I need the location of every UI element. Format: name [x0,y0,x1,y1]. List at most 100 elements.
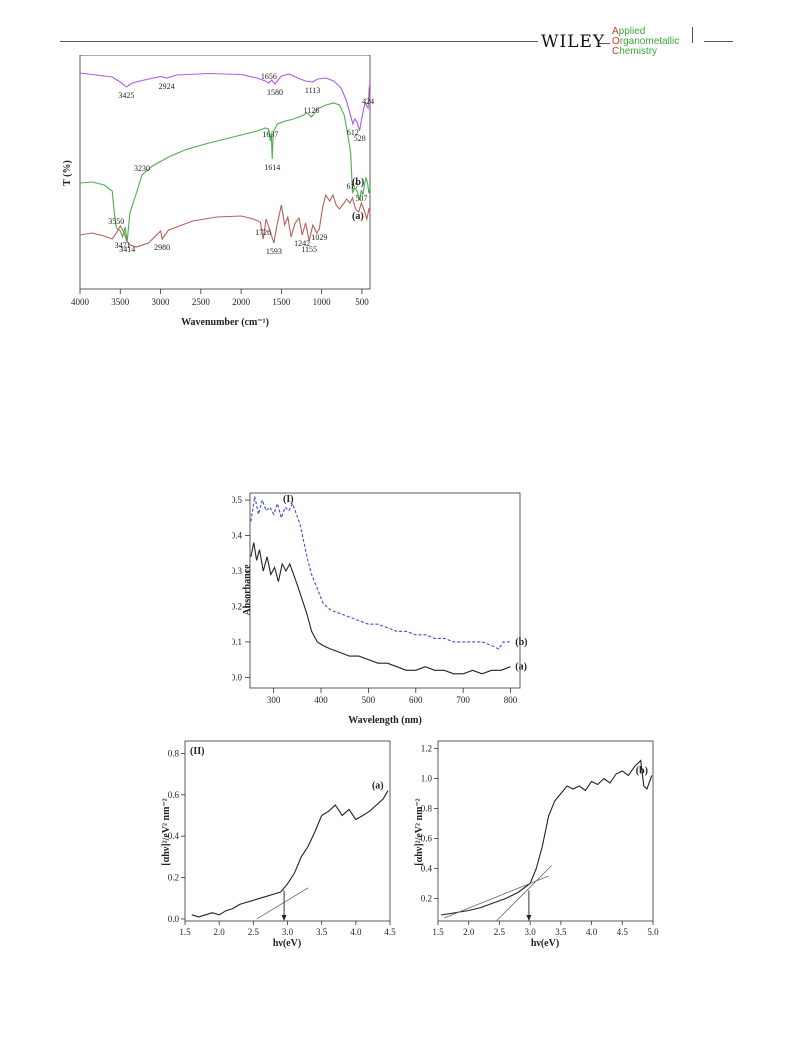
tauc-a-axis-ticks: 1.5 2.0 2.5 3.0 3.5 4.0 4.5 0.0 0.2 0.4 0.6 0.8 [168,748,396,937]
ftir-x-tick-label: 3500 [111,297,129,307]
ftir-x-tick-label: 1500 [272,297,291,307]
uv-x-axis-label: Wavelength (nm) [348,715,422,726]
uv-series-name: (a) [515,662,527,673]
journal-logo: Applied Organometallic Chemistry [612,27,679,57]
ftir-x-axis-label: Wavenumber (cm⁻¹) [181,317,269,328]
uv-absorbance-chart: (I) 300 400 500 600 700 800 0.0 0.1 0.2 0.3 0.4 0.5… [232,492,527,726]
ftir-peak-label: 1580 [267,88,283,97]
journal-logo-line-1: Applied [612,26,646,37]
tauc-y-tick-label: 0.6 [168,790,180,800]
ftir-series-name: (c) [352,55,363,56]
ftir-peak-label: 1726 [255,228,271,237]
uv-plot-frame [249,492,521,689]
tauc-x-tick-label: 2.0 [463,927,475,937]
tauc-y-tick-label: 0.8 [421,804,433,814]
tauc-b-x-axis-label: hν(eV) [531,938,559,949]
tauc-y-tick-label: 0.4 [168,831,180,841]
ftir-peak-label: 1593 [266,247,282,256]
tauc-a-x-axis-label: hν(eV) [273,938,301,949]
ftir-peak-label: 3414 [119,245,135,254]
ftir-x-tick-label: 2500 [192,297,211,307]
tauc-x-tick-label: 2.5 [494,927,506,937]
tauc-y-tick-label: 0.2 [421,894,432,904]
uv-series-line [250,542,511,675]
ftir-peak-label: 1614 [264,163,280,172]
tauc-x-tick-label: 2.5 [248,927,260,937]
ftir-peak-label: 1656 [261,72,277,81]
header-rule [60,41,538,42]
uv-y-tick-label: 0.2 [232,601,242,611]
ftir-series-line [79,72,371,132]
tauc-a-plot-frame [184,740,391,922]
tauc-x-tick-label: 2.0 [214,927,226,937]
tauc-x-tick-label: 1.5 [432,927,444,937]
tauc-x-tick-label: 5.0 [647,927,659,937]
header-rule-right [704,41,733,42]
ftir-peak-label: 3550 [108,217,124,226]
tauc-x-tick-label: 4.5 [617,927,629,937]
tauc-x-tick-label: 3.5 [316,927,328,937]
ftir-plot-frame [79,55,371,290]
uv-y-axis-label: Absorbance [242,564,253,616]
tauc-y-tick-label: 1.2 [421,744,432,754]
tauc-y-tick-label: 0.2 [168,873,179,883]
tauc-series-label: (b) [636,766,648,777]
tauc-tangent-line [256,887,309,920]
ftir-series-name: (a) [352,211,364,222]
uv-series-name: (b) [515,637,527,648]
ftir-peak-label: 3230 [134,164,150,173]
tauc-curve [191,790,389,918]
tauc-a-y-axis-label: [αhν]²/eV² nm⁻² [161,798,172,865]
bandgap-arrow-head [526,915,532,921]
uv-x-tick-label: 400 [314,695,328,705]
tauc-y-tick-label: 0.8 [168,748,180,758]
uv-x-tick-label: 700 [456,695,470,705]
tauc-x-tick-label: 3.0 [525,927,537,937]
ftir-series-line [79,102,371,242]
ftir-peak-label: 1113 [305,86,320,95]
tauc-x-tick-label: 4.5 [384,927,396,937]
tauc-x-tick-label: 4.0 [586,927,598,937]
uv-x-tick-label: 500 [362,695,376,705]
ftir-peak-label: 1126 [304,106,320,115]
uv-y-tick-label: 0.5 [232,495,243,505]
tauc-y-tick-label: 0.0 [168,914,180,924]
tauc-b-plot-frame [437,740,654,922]
ftir-series-labels: (c) (b) (a) [352,55,364,222]
tauc-x-tick-label: 1.5 [179,927,191,937]
ftir-x-tick-label: 500 [355,297,369,307]
ftir-y-axis-label: T (%) [62,160,73,186]
tauc-plot-b: 1.5 2.0 2.5 3.0 3.5 4.0 4.5 5.0 0.2 0.4 0.6 0.8 1.0 1… [414,740,659,949]
tauc-a-series: (a) [191,781,389,921]
ftir-peak-label: 507 [355,194,367,203]
header-page-tick [692,27,693,43]
bandgap-arrow-head [281,915,287,921]
tauc-b-axis-ticks: 1.5 2.0 2.5 3.0 3.5 4.0 4.5 5.0 0.2 0.4 0.6 0.8 1.0 1… [421,744,659,938]
logo-divider [599,43,610,44]
ftir-x-tick-label: 4000 [71,297,90,307]
ftir-peak-label: 1242 [294,239,310,248]
uv-y-tick-label: 0.0 [232,672,243,682]
ftir-peak-label: 2924 [159,82,175,91]
ftir-x-tick-label: 1000 [313,297,332,307]
ftir-peak-label: 617 [347,182,359,191]
uv-y-tick-label: 0.4 [232,531,243,541]
tauc-y-tick-label: 0.4 [421,864,433,874]
uv-series [250,496,511,675]
ftir-series-line [79,193,371,248]
journal-logo-line-3: Chemistry [612,46,658,57]
tauc-a-panel-label: (II) [190,746,204,757]
uv-y-tick-label: 0.3 [232,566,243,576]
journal-logo-line-2: Organometallic [612,36,680,47]
tauc-x-tick-label: 3.0 [282,927,294,937]
ftir-peak-label: 1155 [301,245,317,254]
tauc-y-tick-label: 0.6 [421,834,433,844]
tauc-curve [441,759,653,916]
uv-panel-label: (I) [283,494,294,505]
ftir-x-ticks: 4000 3500 3000 2500 2000 1500 1000 500 [71,289,369,307]
ftir-peak-label: 612 [347,128,359,137]
tauc-series-label: (a) [372,781,384,792]
tauc-b-series: (b) [441,759,653,922]
ftir-peak-label: 424 [362,97,374,106]
ftir-peak-label: 2980 [154,243,170,252]
